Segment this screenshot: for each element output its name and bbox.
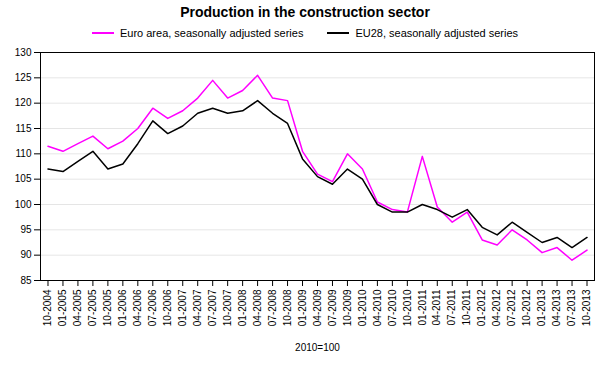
svg-text:04-2006: 04-2006 xyxy=(132,289,143,326)
svg-text:10-2011: 10-2011 xyxy=(461,289,472,325)
svg-text:01-2007: 01-2007 xyxy=(177,289,188,326)
svg-text:04-2008: 04-2008 xyxy=(252,289,263,326)
svg-text:115: 115 xyxy=(16,123,32,134)
svg-text:07-2008: 07-2008 xyxy=(267,289,278,326)
svg-text:04-2005: 04-2005 xyxy=(72,289,83,326)
svg-text:04-2012: 04-2012 xyxy=(491,289,502,326)
svg-text:01-2006: 01-2006 xyxy=(117,289,128,326)
svg-text:10-2012: 10-2012 xyxy=(521,289,532,326)
svg-text:07-2010: 07-2010 xyxy=(387,289,398,326)
svg-text:105: 105 xyxy=(15,173,32,184)
html-text:Production in the construction: Production in the construction sector xyxy=(180,4,430,20)
html-text:EU28, seasonally adjusted seri: EU28, seasonally adjusted series xyxy=(355,27,518,39)
svg-text:85: 85 xyxy=(20,275,32,286)
svg-text:10-2008: 10-2008 xyxy=(282,289,293,326)
svg-text:04-2013: 04-2013 xyxy=(551,289,562,326)
svg-text:01-2012: 01-2012 xyxy=(476,289,487,326)
svg-text:04-2011: 04-2011 xyxy=(431,289,442,325)
svg-text:10-2007: 10-2007 xyxy=(222,289,233,326)
svg-text:10-2005: 10-2005 xyxy=(102,289,113,326)
svg-text:100: 100 xyxy=(15,199,32,210)
svg-text:01-2008: 01-2008 xyxy=(237,289,248,326)
svg-text:07-2007: 07-2007 xyxy=(207,289,218,326)
svg-text:07-2005: 07-2005 xyxy=(87,289,98,326)
svg-text:10-2013: 10-2013 xyxy=(581,289,592,326)
html-text:Euro area, seasonally adjusted: Euro area, seasonally adjusted series xyxy=(119,27,304,39)
svg-text:01-2010: 01-2010 xyxy=(357,289,368,326)
svg-text:10-2010: 10-2010 xyxy=(402,289,413,326)
svg-text:04-2007: 04-2007 xyxy=(192,289,203,326)
svg-text:04-2009: 04-2009 xyxy=(312,289,323,326)
svg-text:110: 110 xyxy=(16,148,32,159)
svg-text:10-2006: 10-2006 xyxy=(162,289,173,326)
svg-text:90: 90 xyxy=(20,249,32,260)
svg-text:10-2009: 10-2009 xyxy=(342,289,353,326)
svg-text:07-2013: 07-2013 xyxy=(566,289,577,326)
svg-text:01-2009: 01-2009 xyxy=(297,289,308,326)
svg-text:01-2013: 01-2013 xyxy=(536,289,547,326)
svg-text:04-2010: 04-2010 xyxy=(372,289,383,326)
svg-text:10-2004: 10-2004 xyxy=(42,289,53,326)
svg-text:07-2006: 07-2006 xyxy=(147,289,158,326)
svg-text:07-2012: 07-2012 xyxy=(506,289,517,326)
svg-text:07-2011: 07-2011 xyxy=(446,289,457,325)
svg-text:120: 120 xyxy=(15,97,32,108)
svg-text:130: 130 xyxy=(15,47,32,58)
svg-text:07-2009: 07-2009 xyxy=(327,289,338,326)
svg-text:125: 125 xyxy=(15,72,32,83)
svg-text:01-2005: 01-2005 xyxy=(57,289,68,326)
svg-text:95: 95 xyxy=(20,224,32,235)
svg-text:01-2011: 01-2011 xyxy=(417,289,428,325)
svg-text:2010=100: 2010=100 xyxy=(295,342,340,353)
